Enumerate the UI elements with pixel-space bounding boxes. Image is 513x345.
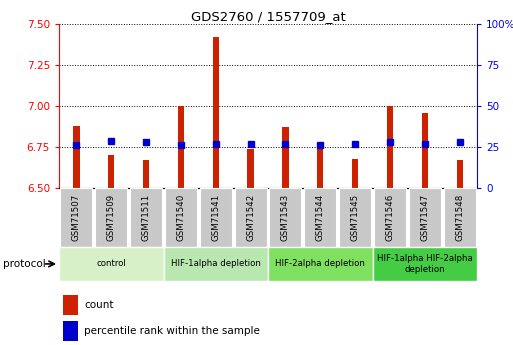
Title: GDS2760 / 1557709_at: GDS2760 / 1557709_at [191, 10, 345, 23]
Bar [234, 188, 267, 247]
Text: HIF-1alpha HIF-2alpha
depletion: HIF-1alpha HIF-2alpha depletion [377, 254, 472, 274]
Text: protocol: protocol [3, 259, 45, 269]
Text: GSM71544: GSM71544 [316, 194, 325, 241]
Bar [63, 295, 78, 315]
Text: GSM71543: GSM71543 [281, 194, 290, 241]
Bar [61, 188, 92, 247]
Bar [73, 126, 80, 188]
Text: GSM71509: GSM71509 [107, 194, 116, 241]
Bar [59, 247, 164, 281]
Bar [130, 188, 162, 247]
Text: GSM71547: GSM71547 [420, 194, 429, 241]
Bar [165, 188, 197, 247]
Text: GSM71511: GSM71511 [142, 194, 151, 241]
Bar [374, 188, 406, 247]
Text: HIF-2alpha depletion: HIF-2alpha depletion [275, 259, 365, 268]
Bar [213, 37, 219, 188]
Bar [457, 160, 463, 188]
Bar [304, 188, 337, 247]
Text: GSM71541: GSM71541 [211, 194, 220, 241]
Bar [352, 159, 358, 188]
Bar [269, 188, 302, 247]
Text: GSM71548: GSM71548 [455, 194, 464, 241]
Bar [164, 247, 268, 281]
Bar [409, 188, 441, 247]
Bar [247, 149, 254, 188]
Text: HIF-1alpha depletion: HIF-1alpha depletion [171, 259, 261, 268]
Text: percentile rank within the sample: percentile rank within the sample [84, 326, 260, 336]
Bar [339, 188, 371, 247]
Text: GSM71542: GSM71542 [246, 194, 255, 241]
Text: GSM71545: GSM71545 [351, 194, 360, 241]
Bar [268, 247, 372, 281]
Text: count: count [84, 300, 113, 310]
Bar [317, 146, 323, 188]
Bar [444, 188, 476, 247]
Text: control: control [96, 259, 126, 268]
Bar [143, 160, 149, 188]
Text: GSM71507: GSM71507 [72, 194, 81, 241]
Bar [63, 321, 78, 341]
Bar [178, 106, 184, 188]
Bar [372, 247, 477, 281]
Bar [200, 188, 232, 247]
Bar [422, 112, 428, 188]
Bar [282, 127, 289, 188]
Bar [95, 188, 127, 247]
Text: GSM71546: GSM71546 [385, 194, 394, 241]
Text: GSM71540: GSM71540 [176, 194, 185, 241]
Bar [387, 106, 393, 188]
Bar [108, 155, 114, 188]
